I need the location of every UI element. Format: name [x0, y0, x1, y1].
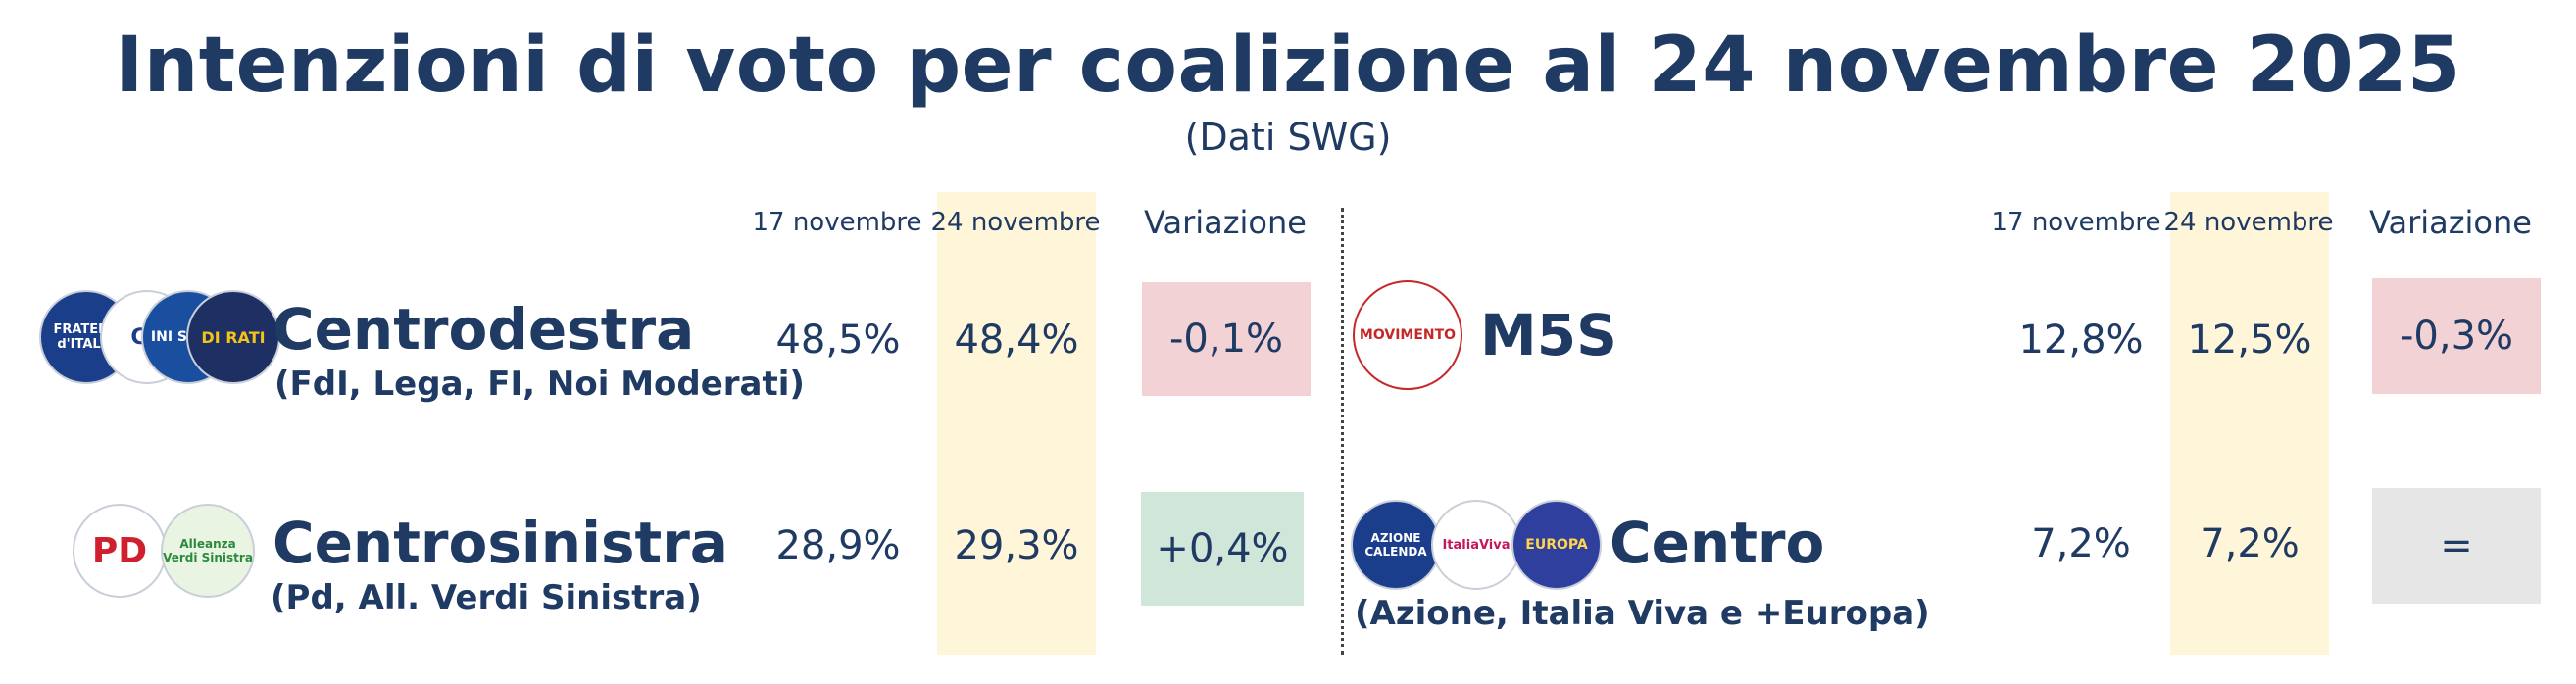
header-curr-right: 24 novembre — [2163, 208, 2334, 237]
value-curr: 12,5% — [2187, 318, 2312, 363]
page-title: Intenzioni di voto per coalizione al 24 … — [115, 22, 2461, 110]
current-column-highlight-left — [937, 192, 1096, 655]
noi-moderati-logo-icon: DI RATI — [186, 290, 280, 384]
table-row-centro: AZIONE CALENDA ItaliaViva EUROPA Centro … — [1343, 486, 2568, 653]
header-prev-left: 17 novembre — [752, 208, 922, 237]
coalition-name: Centrodestra — [272, 296, 695, 363]
azione-logo-icon: AZIONE CALENDA — [1351, 500, 1441, 590]
value-prev: 28,9% — [775, 523, 901, 568]
header-change-left: Variazione — [1144, 204, 1307, 241]
avs-logo-icon: Alleanza Verdi Sinistra — [161, 504, 255, 598]
value-prev: 7,2% — [2031, 521, 2131, 566]
header-curr-left: 24 novembre — [930, 208, 1101, 237]
coalition-members: (Pd, All. Verdi Sinistra) — [271, 578, 702, 617]
header-prev-right: 17 novembre — [1991, 208, 2161, 237]
value-curr: 7,2% — [2200, 521, 2300, 566]
value-prev: 12,8% — [2018, 318, 2144, 363]
header-change-right: Variazione — [2369, 204, 2532, 241]
change-badge-neutral: = — [2372, 488, 2541, 604]
change-badge-negative: -0,1% — [1142, 282, 1311, 396]
pd-logo-icon: PD — [73, 504, 167, 598]
coalition-name: Centro — [1610, 510, 1825, 576]
table-row-centrosinistra: PD Alleanza Verdi Sinistra Centrosinistr… — [0, 486, 1333, 643]
table-row-m5s: MOVIMENTO M5S 12,8% 12,5% -0,3% — [1343, 274, 2568, 421]
value-curr: 48,4% — [954, 318, 1079, 363]
italia-viva-logo-icon: ItaliaViva — [1431, 500, 1521, 590]
value-prev: 48,5% — [775, 318, 901, 363]
page-subtitle: (Dati SWG) — [1184, 116, 1392, 159]
table-row-centrodestra: FRATELLI d'ITALIA CA INI SCONI DI RATI C… — [0, 274, 1333, 421]
change-badge-positive: +0,4% — [1141, 492, 1304, 606]
change-badge-negative: -0,3% — [2372, 278, 2541, 394]
coalition-members: (Azione, Italia Viva e +Europa) — [1355, 594, 1930, 633]
coalition-name: M5S — [1480, 302, 1617, 368]
section-divider — [1341, 208, 1344, 655]
coalition-members: (FdI, Lega, FI, Noi Moderati) — [274, 365, 805, 404]
m5s-logo-icon: MOVIMENTO — [1353, 280, 1462, 390]
piu-europa-logo-icon: EUROPA — [1511, 500, 1602, 590]
coalition-name: Centrosinistra — [272, 510, 728, 576]
value-curr: 29,3% — [954, 523, 1079, 568]
current-column-highlight-right — [2170, 192, 2329, 655]
